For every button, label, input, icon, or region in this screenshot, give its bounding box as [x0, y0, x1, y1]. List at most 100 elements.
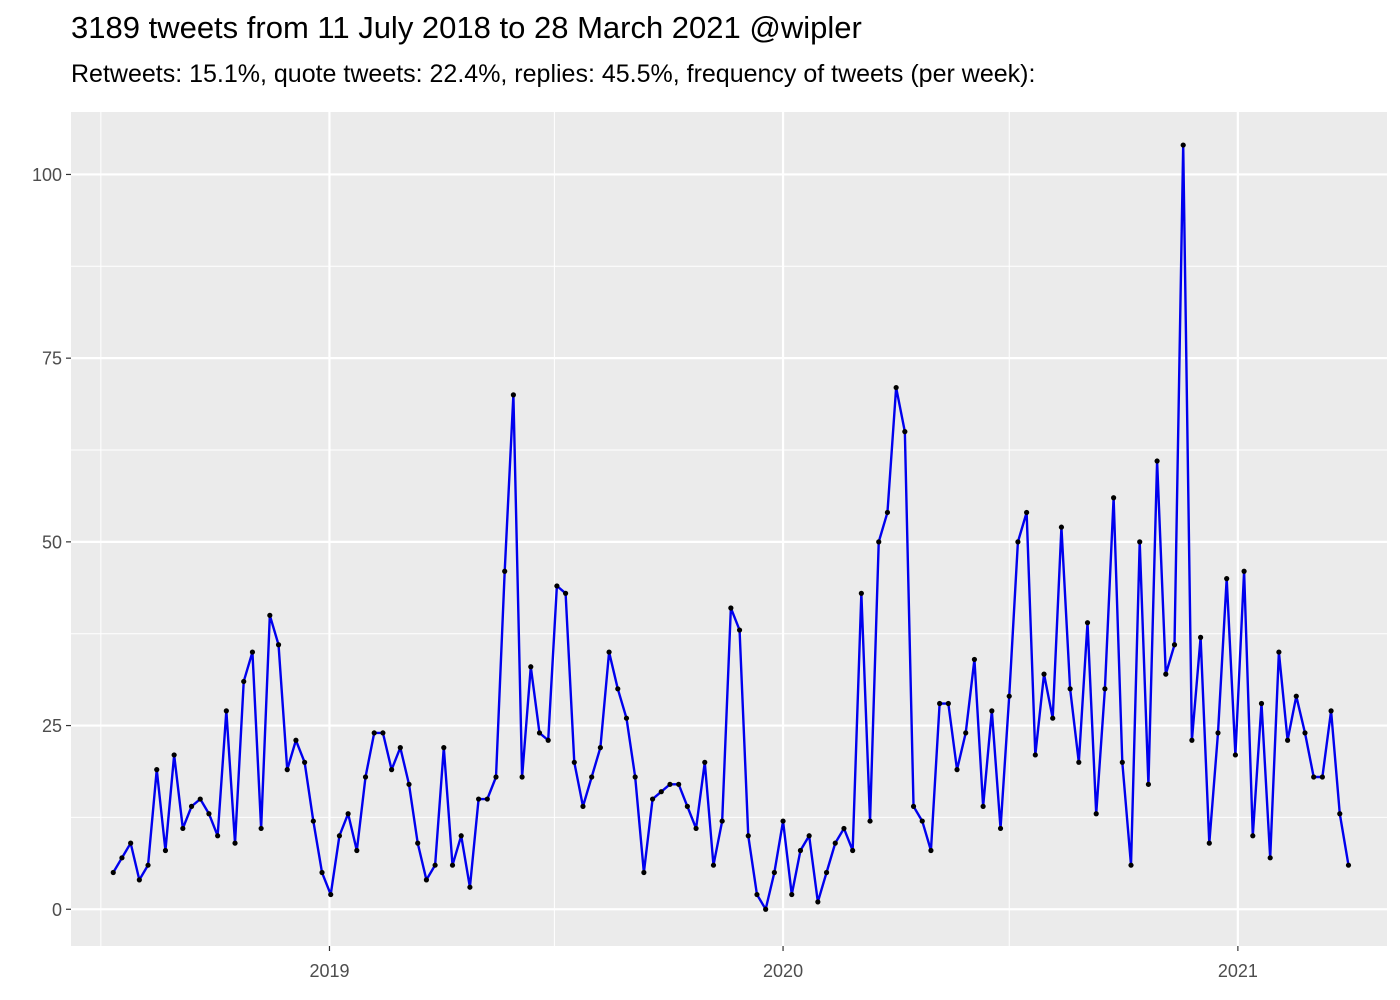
data-point [1137, 539, 1143, 545]
data-point [641, 869, 647, 876]
data-point [1154, 458, 1160, 464]
y-tick-label: 0 [52, 900, 62, 920]
data-point [519, 774, 525, 780]
data-point [458, 833, 464, 839]
data-point [476, 796, 482, 802]
data-point [1189, 737, 1195, 743]
data-point [606, 649, 612, 655]
data-point [206, 811, 212, 817]
data-point [310, 818, 316, 824]
data-point [1050, 715, 1056, 721]
y-tick-label: 25 [42, 716, 62, 736]
x-tick-label: 2020 [763, 961, 803, 981]
data-point [1345, 862, 1352, 868]
data-point [780, 818, 786, 824]
data-point [710, 862, 717, 868]
data-point [1328, 708, 1334, 714]
data-point [632, 774, 638, 780]
data-point [841, 825, 847, 832]
data-point [728, 605, 734, 611]
data-point [623, 715, 630, 721]
data-point [823, 869, 830, 876]
data-point [171, 752, 177, 758]
data-point [197, 796, 203, 802]
data-point [449, 862, 456, 868]
data-point [693, 825, 699, 832]
data-point [1319, 774, 1325, 780]
data-point [154, 767, 160, 773]
data-point [371, 730, 377, 736]
data-point [719, 818, 725, 824]
data-point [223, 708, 229, 714]
data-point [423, 877, 430, 883]
data-point [658, 789, 664, 795]
data-point [1267, 855, 1273, 861]
data-point [1084, 620, 1091, 626]
data-point [1206, 840, 1212, 846]
data-point [893, 384, 899, 391]
data-point [441, 745, 447, 751]
data-point [362, 774, 369, 780]
data-point [528, 664, 534, 670]
data-point [1311, 774, 1317, 780]
data-point [910, 803, 917, 809]
data-point [1128, 862, 1134, 868]
plot-panel [71, 112, 1387, 946]
data-point [1076, 759, 1082, 765]
data-point [1171, 642, 1178, 648]
data-point [1258, 700, 1265, 707]
data-point [1224, 576, 1230, 582]
data-point [763, 906, 769, 912]
data-point [850, 847, 856, 854]
data-point [1145, 781, 1152, 787]
data-point [1198, 634, 1204, 640]
data-point [562, 590, 569, 596]
data-point [702, 759, 708, 765]
data-point [615, 686, 621, 692]
data-point [258, 825, 264, 832]
data-point [1163, 671, 1169, 677]
data-point [745, 833, 751, 839]
data-point [319, 869, 325, 876]
data-point [554, 583, 560, 589]
data-point [1015, 539, 1021, 545]
data-point [128, 840, 134, 846]
data-point [302, 759, 308, 765]
data-point [1111, 495, 1117, 501]
data-point [389, 767, 395, 773]
data-point [1276, 649, 1282, 655]
data-point [145, 862, 151, 868]
data-point [884, 509, 891, 516]
data-point [876, 539, 882, 545]
data-point [1093, 811, 1099, 817]
x-tick-label: 2021 [1218, 961, 1258, 981]
data-point [580, 803, 586, 809]
data-point [797, 847, 804, 854]
data-point [136, 877, 142, 883]
y-tick-label: 50 [42, 532, 62, 552]
data-point [415, 840, 421, 846]
data-point [275, 642, 282, 648]
chart-subtitle: Retweets: 15.1%, quote tweets: 22.4%, re… [71, 60, 1036, 88]
data-point [284, 767, 290, 773]
x-tick-label: 2019 [309, 961, 349, 981]
data-point [997, 825, 1004, 832]
data-point [1232, 752, 1238, 758]
data-point [684, 803, 690, 809]
data-point [1215, 730, 1221, 736]
data-point [667, 781, 673, 787]
y-axis: 0 25 50 75 100 [32, 165, 71, 920]
data-point [980, 803, 986, 809]
data-point [162, 847, 169, 854]
data-point [180, 825, 186, 832]
data-point [928, 847, 934, 854]
data-point [1102, 686, 1108, 692]
data-point [858, 590, 864, 596]
data-point [754, 891, 760, 898]
data-point [1180, 142, 1186, 148]
data-point [336, 833, 343, 839]
data-point [110, 869, 116, 876]
data-point [241, 678, 247, 685]
data-point [1241, 568, 1247, 574]
data-point [249, 649, 256, 655]
